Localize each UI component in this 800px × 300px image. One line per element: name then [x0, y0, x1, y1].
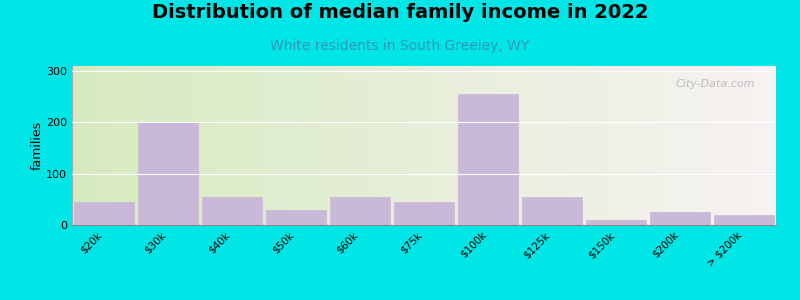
- Text: City-Data.com: City-Data.com: [675, 79, 755, 89]
- Text: Distribution of median family income in 2022: Distribution of median family income in …: [152, 3, 648, 22]
- Bar: [522, 197, 582, 225]
- Bar: [202, 197, 262, 225]
- Bar: [138, 122, 198, 225]
- Bar: [266, 210, 326, 225]
- Bar: [330, 197, 390, 225]
- Text: White residents in South Greeley, WY: White residents in South Greeley, WY: [270, 39, 530, 53]
- Bar: [394, 202, 454, 225]
- Y-axis label: families: families: [30, 121, 43, 170]
- Bar: [74, 202, 134, 225]
- Bar: [650, 212, 710, 225]
- Bar: [586, 220, 646, 225]
- Bar: [458, 94, 518, 225]
- Bar: [714, 215, 774, 225]
